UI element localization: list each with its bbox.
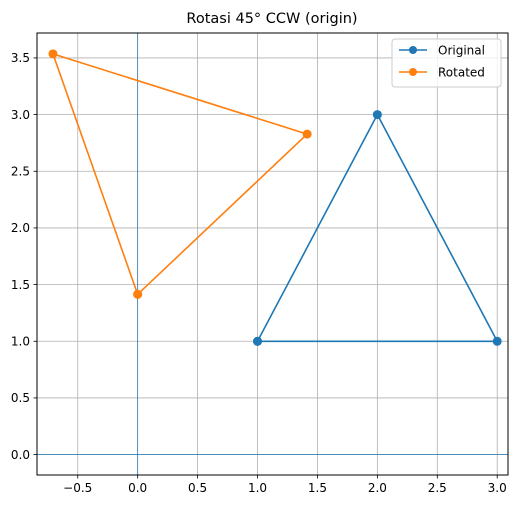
y-tick-label-6: 3.0 <box>11 108 30 122</box>
y-tick-label-0: 0.0 <box>11 448 30 462</box>
x-tick-label-6: 2.5 <box>428 481 447 495</box>
legend-marker-original <box>409 46 417 54</box>
series-rotated <box>48 49 312 299</box>
y-tick-label-3: 1.5 <box>11 278 30 292</box>
x-tick-label-0: −0.5 <box>63 481 92 495</box>
legend-box <box>391 38 502 88</box>
data-point-rotated-3 <box>133 289 143 299</box>
legend: Original Rotated <box>391 38 502 88</box>
y-tick-label-5: 2.5 <box>11 165 30 179</box>
x-tick-label-5: 2.0 <box>368 481 387 495</box>
x-tick-label-4: 1.5 <box>308 481 327 495</box>
y-tick-label-7: 3.5 <box>11 51 30 65</box>
legend-marker-rotated <box>409 68 417 76</box>
legend-label-rotated: Rotated <box>438 66 485 80</box>
x-tick-label-3: 1.0 <box>248 481 267 495</box>
y-tick-label-4: 2.0 <box>11 221 30 235</box>
series-line-rotated <box>52 53 308 295</box>
chart-title: Rotasi 45° CCW (origin) <box>186 11 357 27</box>
data-point-original-3 <box>253 336 263 346</box>
reference-lines <box>37 33 508 475</box>
x-tick-label-7: 3.0 <box>488 481 507 495</box>
x-tick-label-1: 0.0 <box>128 481 147 495</box>
series-line-original <box>256 113 499 343</box>
y-tick-label-2: 1.0 <box>11 335 30 349</box>
y-tick-label-1: 0.5 <box>11 391 30 405</box>
data-point-rotated-2 <box>48 49 58 59</box>
plot-frame <box>36 32 509 476</box>
x-tick-label-2: 0.5 <box>188 481 207 495</box>
data-point-rotated-1 <box>302 129 312 139</box>
legend-label-original: Original <box>438 44 485 58</box>
data-point-original-1 <box>492 336 502 346</box>
series-original <box>253 110 502 346</box>
axis-ticks: −0.5 0.0 0.5 1.0 1.5 2.0 2.5 3.0 0.0 0.5 1.0 1.5 2.0… <box>11 51 507 495</box>
series-layer <box>48 49 502 346</box>
data-point-original-2 <box>372 110 382 120</box>
